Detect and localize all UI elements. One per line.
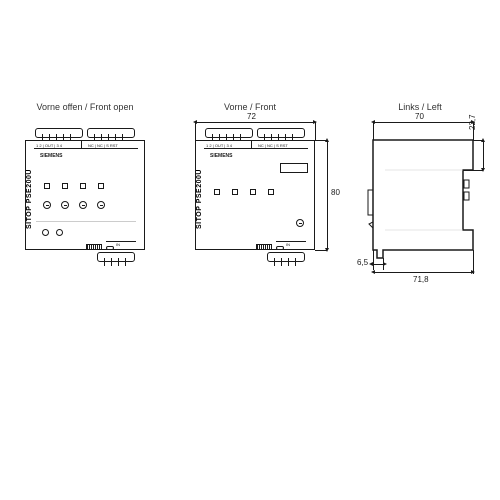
dial-2 (61, 201, 69, 209)
terminal-in-bottom-1 (97, 252, 135, 262)
dot-2 (276, 246, 284, 250)
dim-width: 72 (247, 112, 256, 121)
view-front: 72 80 1 2 | OUT | 3 4 NC | NC | S RST SI… (185, 130, 335, 290)
dim-depth: 70 (415, 112, 424, 121)
dim-bottom-width: 71,8 (413, 275, 429, 284)
hatch-1a (86, 244, 102, 250)
dim-width-line (195, 122, 315, 123)
device-body-1: 1 2 | OUT | 3 4 NC | NC | S RST SITOP PS… (25, 140, 145, 250)
view-front-open: 1 2 | OUT | 3 4 NC | NC | S RST SITOP PS… (15, 130, 155, 260)
view-left: 70 22,7 6,5 71,8 (365, 130, 495, 300)
terminal-nc-top-2 (257, 128, 305, 138)
led-3b (250, 189, 256, 195)
device-body-2: 1 2 | OUT | 3 4 NC | NC | S RST SITOP PS… (195, 140, 315, 250)
title-left: Links / Left (355, 102, 485, 112)
terminal-in-bottom-2 (267, 252, 305, 262)
drawing-container: Vorne offen / Front open Vorne / Front L… (15, 130, 485, 310)
led-1 (44, 183, 50, 189)
dim-step: 22,7 (468, 114, 477, 130)
lcd-window (280, 163, 308, 173)
dial-1 (43, 201, 51, 209)
brand-2: SIEMENS (210, 153, 233, 159)
led-4b (268, 189, 274, 195)
circ-1 (42, 229, 49, 236)
title-front: Vorne / Front (185, 102, 315, 112)
led-3 (80, 183, 86, 189)
dim-bottom-width-line (373, 272, 473, 273)
terminal-nc-top (87, 128, 135, 138)
dim-height: 80 (331, 188, 340, 197)
hatch-2a (256, 244, 272, 250)
terminal-out-top-2 (205, 128, 253, 138)
brand-1: SIEMENS (40, 153, 63, 159)
dim-depth-line (373, 122, 473, 123)
dial-3 (79, 201, 87, 209)
product-name-1: SITOP PSE200U (26, 153, 33, 229)
product-name-2: SITOP PSE200U (196, 153, 203, 229)
in-label-2: IN (286, 242, 290, 247)
dial-4 (97, 201, 105, 209)
dim-gap: 6,5 (357, 258, 368, 267)
circ-2 (56, 229, 63, 236)
terminal-out-top (35, 128, 83, 138)
led-1b (214, 189, 220, 195)
led-4 (98, 183, 104, 189)
dial-b (296, 219, 304, 227)
led-2 (62, 183, 68, 189)
in-label-1: IN (116, 242, 120, 247)
led-2b (232, 189, 238, 195)
dot-1 (106, 246, 114, 250)
dim-height-line (327, 140, 328, 250)
title-front-open: Vorne offen / Front open (15, 102, 155, 112)
